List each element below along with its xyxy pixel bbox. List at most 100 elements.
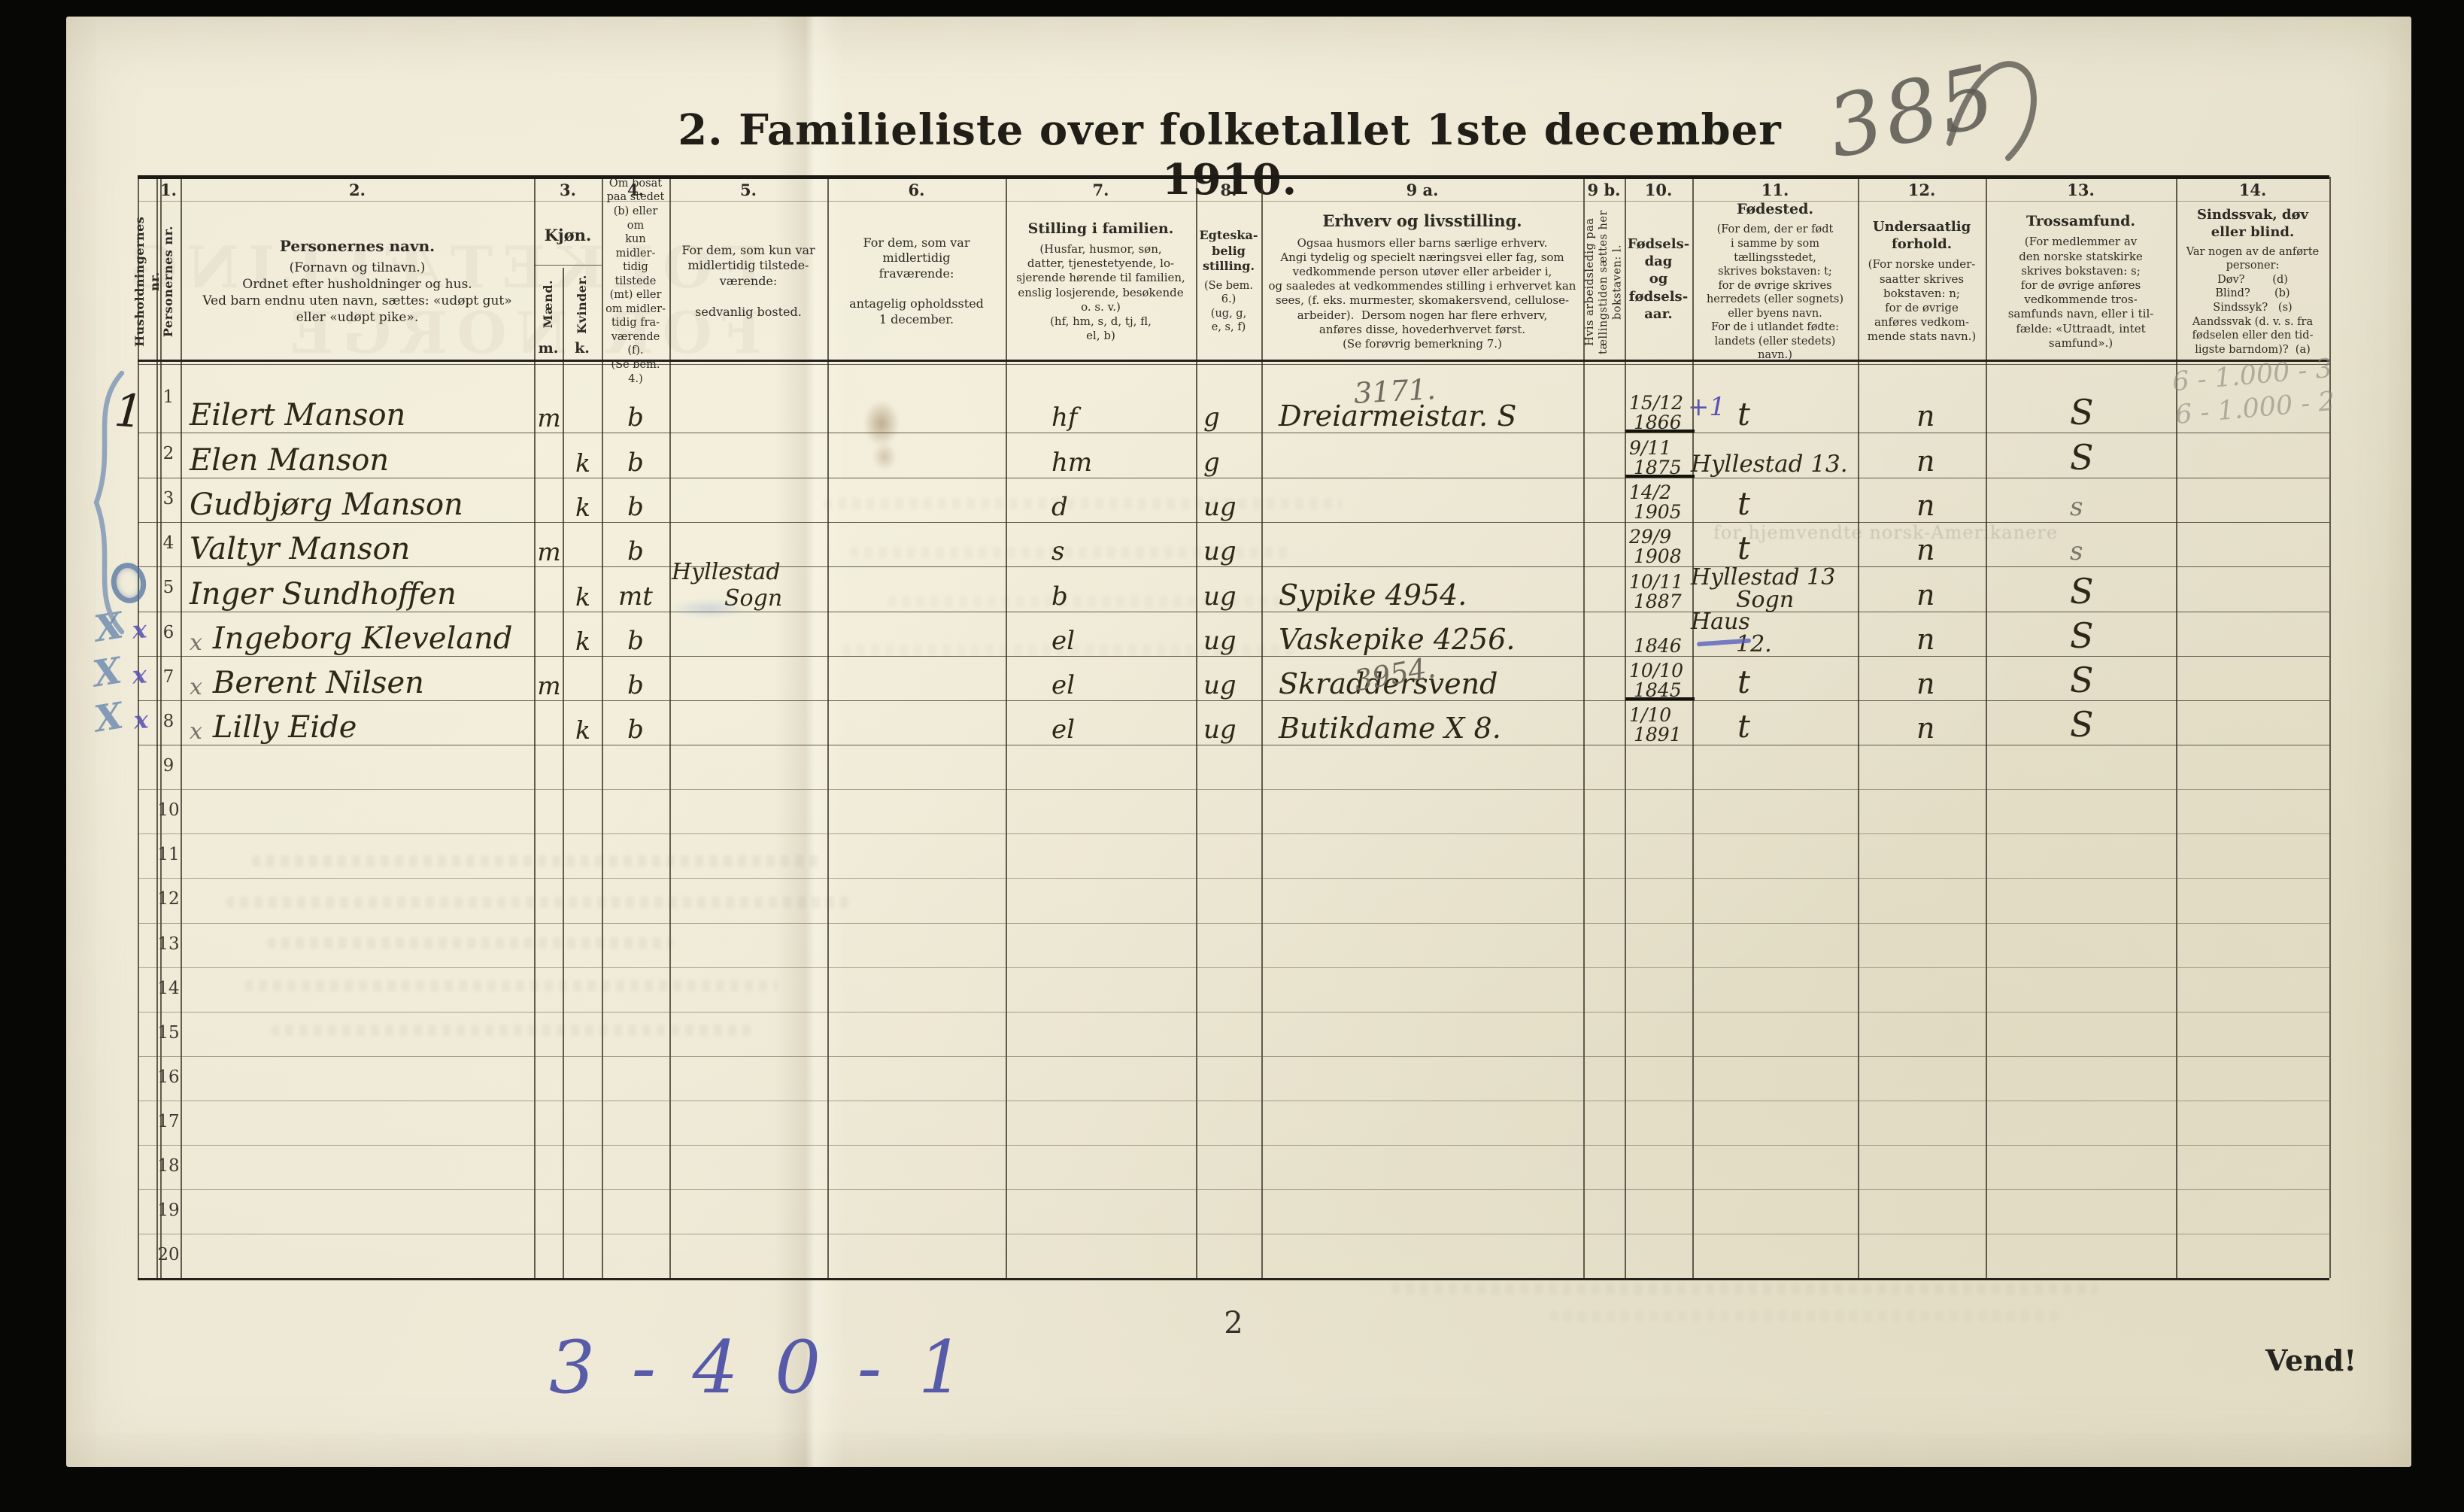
column-header-c7: Stilling i familien. (Husfar, husmor, søn…	[1008, 205, 1194, 358]
column-header-label: Kvinder.	[575, 274, 589, 334]
year-underline	[1625, 697, 1695, 700]
hand-entry: t	[1737, 663, 1750, 700]
column-description: (Husfar, husmor, søn, datter, tjenestety…	[1016, 242, 1185, 343]
table-rule	[2329, 177, 2331, 1278]
hand-entry: Sypike 4954.	[1279, 578, 1467, 612]
hand-entry: n	[1916, 445, 1935, 478]
hand-entry: m	[537, 537, 561, 566]
cell-r3-stilling: d	[1051, 478, 1142, 527]
hand-entry: Hyllestad 13 Sogn	[1691, 564, 1836, 613]
table-rule	[156, 177, 158, 1278]
row-number: 14	[157, 978, 180, 998]
cell-r8-stilling: el	[1051, 700, 1142, 749]
hand-entry: n	[1916, 533, 1935, 566]
hand-entry: 29/9 1908	[1629, 525, 1682, 567]
hand-entry: b	[627, 536, 644, 566]
table-rule	[1858, 177, 1859, 1278]
table-rule	[1261, 177, 1263, 1278]
ink-stain	[863, 400, 900, 447]
cell-r7-bosat: b	[603, 656, 668, 705]
cell-r4-birthplace: t	[1737, 522, 1783, 571]
hand-entry: t	[1737, 396, 1750, 433]
page-number: 2	[1224, 1306, 1243, 1340]
table-rule	[181, 177, 182, 1278]
cell-r8-citizenship: n	[1916, 700, 1962, 749]
cell-r8-egteskap: ug	[1203, 700, 1260, 749]
cell-r1-name: Eilert Manson	[190, 364, 532, 437]
column-header-label: Personernes nr.	[161, 225, 175, 338]
row-rule	[138, 1012, 2329, 1013]
column-number-c12: 12.	[1907, 181, 1936, 199]
hand-entry: S	[2070, 660, 2094, 700]
row-number: 4	[162, 533, 174, 553]
cell-r8-religion: S	[2070, 700, 2115, 749]
column-number-c5: 5.	[740, 181, 757, 199]
hand-entry: g	[1203, 448, 1220, 478]
column-number-c9a: 9 a.	[1406, 181, 1439, 199]
column-title: Fødsels- dag og fødsels- aar.	[1627, 236, 1690, 322]
cell-r8-birthdate: 1/10 1891	[1629, 700, 1695, 749]
column-header-household: Husholdningernes nr.	[132, 205, 162, 358]
hand-entry: s	[1051, 536, 1065, 566]
cell-r4-egteskap: ug	[1203, 522, 1260, 571]
pencil-flourish	[1947, 61, 2037, 161]
column-number-bosat: 4.	[627, 181, 644, 199]
hand-entry: m	[537, 671, 561, 700]
hand-entry: S	[2070, 571, 2094, 612]
cell-r2-citizenship: n	[1916, 433, 1962, 482]
paper-fold	[775, 17, 844, 1467]
column-title: Sindssvak, døv eller blind.	[2197, 206, 2308, 240]
hand-entry: hf	[1051, 402, 1078, 433]
hand-entry: mt	[618, 581, 653, 612]
cell-r6-erhverv: Vaskepike 4256.	[1279, 612, 1579, 660]
row-rule	[138, 923, 2329, 925]
hand-entry: 10/11 1887	[1629, 570, 1684, 612]
hand-entry: Lilly Eide	[212, 710, 357, 745]
table-rule	[1006, 177, 1007, 1278]
column-number-c8: 8.	[1220, 181, 1237, 199]
table-rule	[602, 177, 603, 1278]
bleedthrough-smudge	[1391, 1283, 2098, 1295]
cell-r7-kjon-m: m	[536, 656, 563, 705]
cell-r5-citizenship: n	[1916, 566, 1962, 616]
row-number: 10	[157, 800, 180, 820]
bleedthrough-smudge	[1549, 1310, 2061, 1322]
row-number: 11	[157, 844, 180, 864]
cell-r7-name: x Berent Nilsen	[190, 656, 532, 705]
column-number-c6: 6.	[908, 181, 925, 199]
column-description: Om bosat paa stedet (b) eller om kun mid…	[605, 177, 666, 385]
cell-r5-stilling: b	[1051, 566, 1142, 616]
hand-entry: Elen Manson	[190, 443, 390, 478]
household-brace	[93, 370, 125, 635]
table-rule	[138, 201, 2329, 202]
cell-r5-name: Inger Sundhoffen	[190, 566, 532, 616]
cell-r2-stilling: hm	[1051, 433, 1142, 482]
cell-r1-birthdate: 15/12 1866	[1629, 364, 1695, 437]
cell-r5-birthdate: 10/11 1887	[1629, 566, 1695, 616]
cell-r6-name: x Ingeborg Kleveland	[190, 612, 532, 660]
cell-r3-kjon-k: k	[564, 478, 602, 527]
column-header-c8: Egteska- belig stilling. (Se bem. 6.) (ug…	[1198, 205, 1259, 358]
cell-r5-residence: Hyllestad Sogn	[672, 559, 825, 616]
column-header-person: Personernes nr.	[156, 205, 181, 358]
hand-entry: S	[2070, 704, 2094, 745]
cell-r7-birthdate: 10/10 1845	[1629, 656, 1695, 705]
column-header-kvinder: Kvinder.	[563, 269, 602, 339]
hand-entry: el	[1051, 670, 1075, 700]
column-subheader-m: m.	[538, 340, 559, 357]
bleedthrough-smudge	[271, 1025, 752, 1036]
hand-entry: Ingeborg Kleveland	[212, 621, 513, 656]
column-header-c9a: Erhverv og livsstilling. Ogsaa husmors el…	[1264, 205, 1581, 358]
row-rule	[138, 1189, 2329, 1191]
row-rule	[138, 967, 2329, 969]
cell-r3-religion: s	[2070, 478, 2115, 527]
cell-r3-citizenship: n	[1916, 478, 1962, 527]
hand-entry: ug	[1203, 626, 1237, 656]
row-number: 13	[157, 934, 180, 954]
hand-entry: 14/2 1905	[1629, 481, 1682, 523]
cell-r1-bosat: b	[603, 364, 668, 437]
column-description: Ogsaa husmors eller barns særlige erhver…	[1268, 235, 1576, 351]
column-title: Erhverv og livsstilling.	[1322, 211, 1522, 230]
cell-r4-name: Valtyr Manson	[190, 522, 532, 571]
hand-entry: S	[2070, 392, 2094, 433]
